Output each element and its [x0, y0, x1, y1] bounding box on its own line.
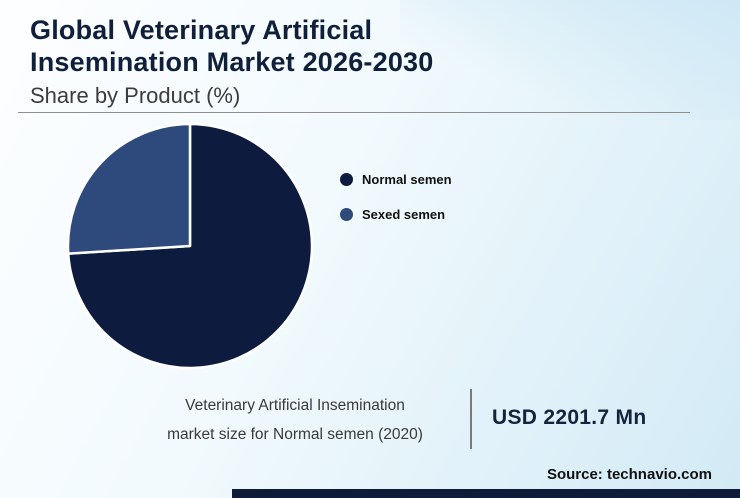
legend-dot-normal-semen-icon: [340, 173, 353, 186]
chart-subtitle: Share by Product (%): [30, 82, 241, 108]
legend-dot-sexed-semen-icon: [340, 208, 353, 221]
title-line-2: Insemination Market 2026-2030: [30, 47, 434, 78]
note-line-2: market size for Normal semen (2020): [167, 425, 423, 443]
header: Global Veterinary Artificial Inseminatio…: [30, 14, 690, 109]
legend-label-sexed-semen: Sexed semen: [362, 207, 446, 222]
header-divider-line: [18, 112, 690, 113]
legend-item-normal-semen: Normal semen: [340, 172, 452, 187]
legend-item-sexed-semen: Sexed semen: [340, 207, 452, 222]
source-attribution: Source: technavio.com: [546, 466, 712, 483]
bottom-accent-bar: [232, 489, 740, 498]
title-line-1: Global Veterinary Artificial: [30, 15, 373, 45]
pie-slice-sexed-semen: [66, 122, 192, 255]
pie-chart-svg: [66, 122, 314, 370]
market-size-note: Veterinary Artificial Insemination marke…: [130, 392, 460, 449]
page-title: Global Veterinary Artificial Inseminatio…: [30, 14, 690, 79]
pie-chart: [60, 116, 320, 376]
note-line-1: Veterinary Artificial Insemination: [185, 397, 405, 414]
legend-label-normal-semen: Normal semen: [362, 172, 452, 187]
chart-legend: Normal semen Sexed semen: [340, 172, 452, 242]
vertical-divider: [470, 389, 472, 449]
market-value: USD 2201.7 Mn: [492, 406, 647, 429]
